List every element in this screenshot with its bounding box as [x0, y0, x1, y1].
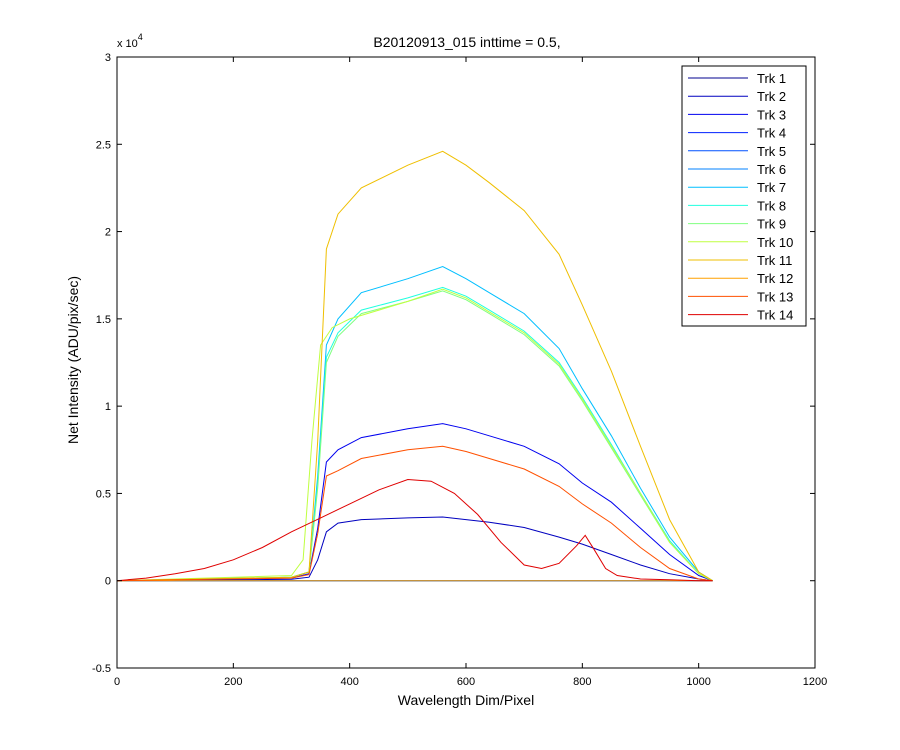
x-tick-label: 1000 — [686, 676, 710, 688]
legend-label-trk-10: Trk 10 — [757, 235, 793, 250]
x-tick-label: 0 — [114, 676, 120, 688]
y-tick-label: 0 — [105, 576, 111, 588]
legend-label-trk-3: Trk 3 — [757, 107, 786, 122]
y-tick-label: 2 — [105, 227, 111, 239]
y-axis-multiplier: x 104 — [117, 32, 143, 50]
series-line-trk-11 — [116, 150, 713, 582]
legend-label-trk-7: Trk 7 — [757, 180, 786, 195]
x-axis-ticks: 0 200 400 600 800 1000 1200 — [114, 57, 827, 688]
y-tick-label: 1.5 — [96, 314, 111, 326]
y-tick-label: 1 — [105, 401, 111, 413]
y-multiplier-base: x 10 — [117, 38, 138, 50]
legend-label-trk-8: Trk 8 — [757, 198, 786, 213]
y-tick-label: 3 — [105, 52, 111, 64]
series-line-trk-9 — [116, 290, 713, 582]
x-tick-label: 200 — [224, 676, 242, 688]
legend-label-trk-12: Trk 12 — [757, 271, 793, 286]
y-multiplier-exponent: 4 — [138, 32, 143, 42]
legend-label-trk-1: Trk 1 — [757, 71, 786, 86]
legend-label-trk-6: Trk 6 — [757, 162, 786, 177]
x-tick-label: 800 — [573, 676, 591, 688]
legend: Trk 1 Trk 2 Trk 3 Trk 4 Trk 5 Trk 6 Trk 7 Trk 8… — [681, 65, 807, 327]
legend-label-trk-11: Trk 11 — [757, 253, 792, 268]
legend-label-trk-2: Trk 2 — [757, 89, 786, 104]
x-tick-label: 400 — [340, 676, 358, 688]
x-tick-label: 1200 — [803, 676, 827, 688]
x-axis-label: Wavelength Dim/Pixel — [398, 692, 534, 708]
legend-label-trk-14: Trk 14 — [757, 308, 793, 323]
series-line-trk-10 — [116, 288, 713, 582]
y-tick-label: 0.5 — [96, 488, 111, 500]
series-line-trk-13 — [116, 445, 713, 582]
legend-label-trk-9: Trk 9 — [757, 217, 786, 232]
series-line-trk-2 — [116, 516, 713, 582]
y-tick-label: -0.5 — [92, 663, 111, 675]
series-line-trk-7 — [116, 265, 713, 582]
y-axis-ticks: -0.5 0 0.5 1 1.5 2 2.5 3 — [92, 52, 815, 675]
series-line-trk-14 — [116, 478, 713, 582]
plot-series — [116, 150, 713, 582]
y-tick-label: 2.5 — [96, 139, 111, 151]
chart-title: B20120913_015 inttime = 0.5, — [373, 34, 560, 50]
series-line-trk-3 — [116, 423, 713, 582]
legend-label-trk-13: Trk 13 — [757, 289, 793, 304]
legend-label-trk-4: Trk 4 — [757, 126, 786, 141]
legend-box — [681, 65, 807, 327]
y-axis-label: Net Intensity (ADU/pix/sec) — [65, 276, 81, 444]
x-tick-label: 600 — [457, 676, 475, 688]
legend-label-trk-5: Trk 5 — [757, 144, 786, 159]
